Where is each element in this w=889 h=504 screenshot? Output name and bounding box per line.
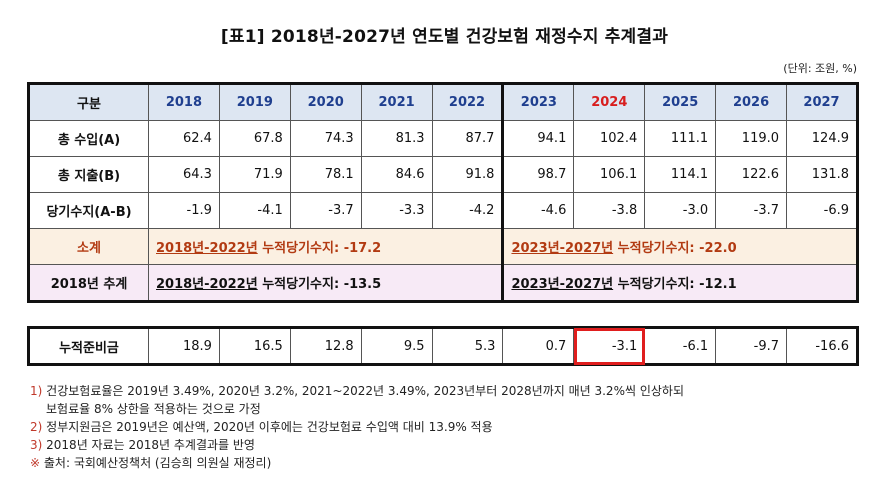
subtotal-right-period: 2023년-2027년 bbox=[511, 241, 614, 256]
subtotal-label: 소계 bbox=[27, 228, 149, 265]
reserve-cell-highlight: -3.1 bbox=[573, 326, 646, 366]
reserve-cell: 0.7 bbox=[502, 326, 575, 366]
cell: 71.9 bbox=[218, 156, 291, 193]
footnote: 2) 정부지원금은 2019년은 예산액, 2020년 이후에는 건강보험료 수… bbox=[30, 418, 870, 436]
row-label: 총 지출(B) bbox=[27, 156, 149, 193]
subtotal-right-text: 누적당기수지: -22.0 bbox=[613, 241, 737, 256]
table-row: 총 수입(A) 62.4 67.8 74.3 81.3 87.7 94.1 10… bbox=[27, 120, 859, 157]
cell: -3.0 bbox=[644, 192, 717, 229]
year-header: 2019 bbox=[218, 82, 291, 121]
header-row: 구분 2018 2019 2020 2021 2022 2023 2024 20… bbox=[27, 82, 859, 121]
year-header-highlight: 2024 bbox=[573, 82, 646, 121]
cell: 111.1 bbox=[644, 120, 717, 157]
footnote-text: 정부지원금은 2019년은 예산액, 2020년 이후에는 건강보험료 수입액 … bbox=[46, 420, 493, 434]
cell: 81.3 bbox=[360, 120, 433, 157]
cell: 62.4 bbox=[148, 120, 220, 157]
cell: -3.7 bbox=[289, 192, 362, 229]
header-label: 구분 bbox=[27, 82, 149, 121]
reserve-cell: 5.3 bbox=[431, 326, 504, 366]
year-header: 2027 bbox=[786, 82, 859, 121]
cell: -3.8 bbox=[573, 192, 646, 229]
cell: 98.7 bbox=[501, 156, 575, 193]
cell: 131.8 bbox=[786, 156, 859, 193]
cell: 122.6 bbox=[715, 156, 788, 193]
year-header: 2020 bbox=[289, 82, 362, 121]
cell: -3.3 bbox=[360, 192, 433, 229]
reserve-row: 누적준비금 18.9 16.5 12.8 9.5 5.3 0.7 -3.1 -6… bbox=[27, 326, 859, 366]
cell: 74.3 bbox=[289, 120, 362, 157]
projection-left: 2018년-2022년 누적당기수지: -13.5 bbox=[147, 264, 504, 303]
reserve-table: 누적준비금 18.9 16.5 12.8 9.5 5.3 0.7 -3.1 -6… bbox=[27, 326, 859, 366]
page-title: [표1] 2018년-2027년 연도별 건강보험 재정수지 추계결과 bbox=[220, 27, 669, 47]
cell: 106.1 bbox=[573, 156, 646, 193]
cell: 87.7 bbox=[431, 120, 504, 157]
reserve-cell: 12.8 bbox=[289, 326, 362, 366]
footnote-mark: 3) bbox=[30, 438, 43, 452]
footnote: 1) 건강보험료율은 2019년 3.49%, 2020년 3.2%, 2021… bbox=[30, 382, 870, 400]
footnote-mark: 2) bbox=[30, 420, 43, 434]
cell: 91.8 bbox=[431, 156, 504, 193]
footnote: 3) 2018년 자료는 2018년 추계결과를 반영 bbox=[30, 436, 870, 454]
projection-label: 2018년 추계 bbox=[27, 264, 149, 303]
projection-row: 2018년 추계 2018년-2022년 누적당기수지: -13.5 2023년… bbox=[27, 264, 859, 303]
row-label: 총 수입(A) bbox=[27, 120, 149, 157]
table-row: 총 지출(B) 64.3 71.9 78.1 84.6 91.8 98.7 10… bbox=[27, 156, 859, 193]
cell: 78.1 bbox=[289, 156, 362, 193]
projection-left-period: 2018년-2022년 bbox=[156, 277, 258, 292]
cell: -6.9 bbox=[786, 192, 859, 229]
year-header: 2023 bbox=[501, 82, 575, 121]
projection-right-period: 2023년-2027년 bbox=[511, 277, 614, 292]
year-header: 2021 bbox=[360, 82, 433, 121]
row-label: 당기수지(A-B) bbox=[27, 192, 149, 229]
reserve-cell: -16.6 bbox=[786, 326, 859, 366]
year-header: 2025 bbox=[644, 82, 717, 121]
projection-right-text: 누적당기수지: -12.1 bbox=[613, 277, 737, 292]
subtotal-left-text: 누적당기수지: -17.2 bbox=[257, 241, 382, 256]
footnotes: 1) 건강보험료율은 2019년 3.49%, 2020년 3.2%, 2021… bbox=[30, 382, 870, 472]
reserve-cell: -9.7 bbox=[715, 326, 788, 366]
cell: 124.9 bbox=[786, 120, 859, 157]
cell: 94.1 bbox=[501, 120, 575, 157]
projection-right: 2023년-2027년 누적당기수지: -12.1 bbox=[501, 264, 859, 303]
source-mark: ※ bbox=[30, 456, 41, 470]
cell: -4.2 bbox=[431, 192, 504, 229]
reserve-cell: -6.1 bbox=[644, 326, 717, 366]
year-header: 2018 bbox=[148, 82, 220, 121]
subtotal-right: 2023년-2027년 누적당기수지: -22.0 bbox=[501, 228, 859, 265]
cell: 119.0 bbox=[715, 120, 788, 157]
subtotal-row: 소계 2018년-2022년 누적당기수지: -17.2 2023년-2027년… bbox=[27, 228, 859, 265]
subtotal-left: 2018년-2022년 누적당기수지: -17.2 bbox=[147, 228, 504, 265]
cell: 84.6 bbox=[360, 156, 433, 193]
finance-table: 구분 2018 2019 2020 2021 2022 2023 2024 20… bbox=[27, 82, 859, 303]
year-header: 2022 bbox=[431, 82, 504, 121]
subtotal-left-period: 2018년-2022년 bbox=[156, 241, 258, 256]
footnote-mark: 1) bbox=[30, 384, 43, 398]
reserve-cell: 16.5 bbox=[218, 326, 291, 366]
reserve-cell: 9.5 bbox=[360, 326, 433, 366]
footnote-text: 2018년 자료는 2018년 추계결과를 반영 bbox=[46, 438, 255, 452]
footnote-continuation: 보험료율 8% 상한을 적용하는 것으로 가정 bbox=[46, 402, 261, 416]
source-note: ※ 출처: 국회예산정책처 (김승희 의원실 재정리) bbox=[30, 454, 870, 472]
cell: -1.9 bbox=[148, 192, 220, 229]
cell: 64.3 bbox=[148, 156, 220, 193]
cell: 102.4 bbox=[573, 120, 646, 157]
footnote-text: 건강보험료율은 2019년 3.49%, 2020년 3.2%, 2021~20… bbox=[46, 384, 684, 398]
table-row: 당기수지(A-B) -1.9 -4.1 -3.7 -3.3 -4.2 -4.6 … bbox=[27, 192, 859, 229]
reserve-label: 누적준비금 bbox=[27, 326, 149, 366]
cell: -4.1 bbox=[218, 192, 291, 229]
source-text: 출처: 국회예산정책처 (김승희 의원실 재정리) bbox=[43, 456, 272, 470]
cell: -3.7 bbox=[715, 192, 788, 229]
unit-label: (단위: 조원, %) bbox=[783, 62, 857, 75]
cell: -4.6 bbox=[501, 192, 575, 229]
year-header: 2026 bbox=[715, 82, 788, 121]
reserve-cell: 18.9 bbox=[148, 326, 220, 366]
cell: 114.1 bbox=[644, 156, 717, 193]
projection-left-text: 누적당기수지: -13.5 bbox=[257, 277, 382, 292]
cell: 67.8 bbox=[218, 120, 291, 157]
